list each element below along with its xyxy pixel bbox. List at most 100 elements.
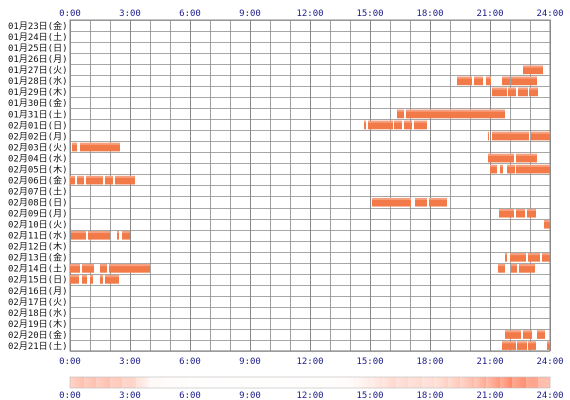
x-tick-label-bottom: 15:00 bbox=[356, 357, 383, 367]
row-label: 02月14日(土) bbox=[8, 263, 68, 275]
summary-cell bbox=[294, 377, 297, 388]
activity-bar bbox=[368, 120, 393, 130]
summary-tick-label: 12:00 bbox=[296, 391, 323, 400]
activity-bar bbox=[122, 231, 130, 240]
activity-bar bbox=[507, 164, 515, 174]
summary-cell bbox=[248, 377, 251, 388]
summary-cell bbox=[228, 377, 231, 388]
summary-cell bbox=[384, 377, 387, 388]
activity-bar-highlight bbox=[372, 197, 411, 200]
summary-cell bbox=[412, 377, 415, 388]
summary-cell bbox=[314, 377, 317, 388]
summary-cell bbox=[326, 377, 329, 388]
activity-bar bbox=[414, 120, 427, 130]
summary-cell bbox=[104, 377, 107, 388]
summary-cell bbox=[462, 377, 465, 388]
summary-cell bbox=[366, 377, 369, 388]
summary-cell bbox=[144, 377, 147, 388]
summary-cell bbox=[428, 377, 431, 388]
x-tick-label-top: 18:00 bbox=[416, 9, 443, 19]
activity-bar bbox=[394, 120, 402, 130]
row-label: 02月19日(木) bbox=[8, 318, 68, 330]
activity-bar bbox=[70, 175, 75, 185]
activity-bar bbox=[397, 109, 404, 119]
row-label: 01月24日(土) bbox=[8, 31, 68, 43]
summary-cell bbox=[256, 377, 259, 388]
row-label: 02月05日(木) bbox=[8, 163, 68, 175]
activity-bar bbox=[544, 220, 550, 229]
summary-cell bbox=[482, 377, 485, 388]
summary-cell bbox=[276, 377, 279, 388]
summary-cell bbox=[442, 377, 445, 388]
summary-cell bbox=[136, 377, 139, 388]
summary-cell bbox=[516, 377, 519, 388]
activity-bar-highlight bbox=[499, 209, 514, 212]
activity-bar-highlight bbox=[523, 330, 532, 333]
summary-cell bbox=[118, 377, 121, 388]
row-label: 01月29日(木) bbox=[8, 86, 68, 98]
row-label: 02月10日(火) bbox=[8, 220, 68, 231]
summary-cell bbox=[486, 377, 489, 388]
summary-cell bbox=[318, 377, 321, 388]
summary-cell bbox=[510, 377, 513, 388]
activity-bar-highlight bbox=[70, 175, 75, 178]
activity-bar-highlight bbox=[523, 65, 543, 68]
activity-bar bbox=[502, 341, 516, 350]
summary-cell bbox=[244, 377, 247, 388]
activity-bar bbox=[498, 264, 505, 273]
activity-bar-highlight bbox=[547, 341, 550, 344]
row-label: 01月28日(水) bbox=[8, 75, 68, 87]
summary-cell bbox=[146, 377, 149, 388]
summary-cell bbox=[506, 377, 509, 388]
summary-cell bbox=[84, 377, 87, 388]
activity-bar bbox=[547, 341, 550, 350]
summary-cell bbox=[504, 377, 507, 388]
summary-cell bbox=[484, 377, 487, 388]
activity-bar bbox=[105, 175, 113, 185]
summary-cell bbox=[338, 377, 341, 388]
summary-cell bbox=[548, 377, 551, 388]
summary-cell bbox=[200, 377, 203, 388]
summary-cell bbox=[452, 377, 455, 388]
activity-bar-highlight bbox=[88, 231, 110, 234]
summary-cell bbox=[496, 377, 499, 388]
summary-cell bbox=[252, 377, 255, 388]
activity-bar-highlight bbox=[429, 197, 447, 200]
x-tick-label-bottom: 3:00 bbox=[119, 357, 141, 367]
summary-cell bbox=[424, 377, 427, 388]
summary-cell bbox=[388, 377, 391, 388]
row-label: 02月13日(金) bbox=[8, 252, 68, 264]
activity-bar bbox=[72, 142, 77, 152]
activity-bar bbox=[474, 76, 483, 86]
activity-bar bbox=[492, 87, 507, 97]
row-label: 01月31日(土) bbox=[8, 108, 68, 120]
summary-cell bbox=[450, 377, 453, 388]
summary-cell bbox=[530, 377, 533, 388]
summary-cell bbox=[392, 377, 395, 388]
summary-cell bbox=[542, 377, 545, 388]
summary-cell bbox=[492, 377, 495, 388]
summary-cell bbox=[98, 377, 101, 388]
activity-bar bbox=[516, 209, 525, 218]
summary-cell bbox=[266, 377, 269, 388]
activity-bar-highlight bbox=[486, 76, 491, 79]
summary-cell bbox=[478, 377, 481, 388]
summary-cell bbox=[446, 377, 449, 388]
summary-cell bbox=[254, 377, 257, 388]
summary-cell bbox=[160, 377, 163, 388]
activity-bar-highlight bbox=[527, 209, 536, 212]
summary-cell bbox=[468, 377, 471, 388]
summary-cell bbox=[260, 377, 263, 388]
summary-cell bbox=[416, 377, 419, 388]
summary-cell bbox=[122, 377, 125, 388]
summary-tick-label: 18:00 bbox=[416, 391, 443, 400]
summary-cell bbox=[370, 377, 373, 388]
x-tick-label-bottom: 6:00 bbox=[179, 357, 201, 367]
activity-bar bbox=[511, 76, 537, 86]
activity-bar-highlight bbox=[115, 175, 135, 178]
summary-cell bbox=[444, 377, 447, 388]
summary-cell bbox=[348, 377, 351, 388]
activity-bar-highlight bbox=[537, 330, 545, 333]
row-label: 02月04日(水) bbox=[8, 152, 68, 164]
activity-bar-highlight bbox=[516, 164, 550, 167]
